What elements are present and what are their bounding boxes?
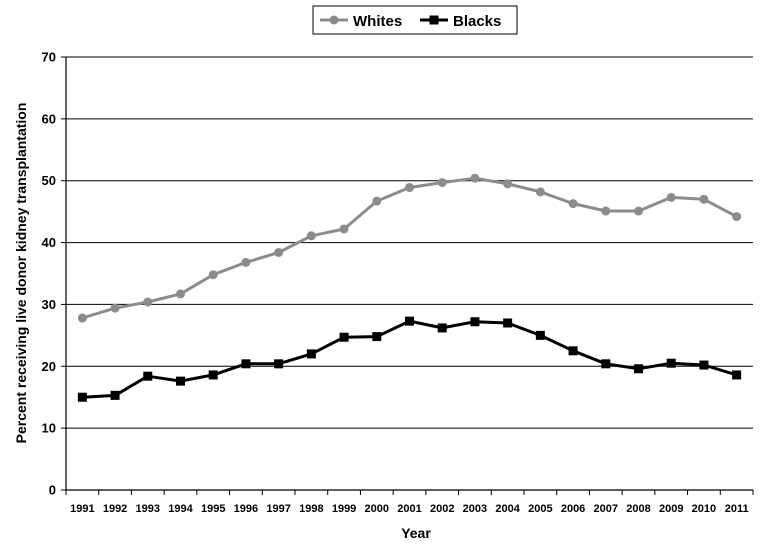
point-blacks-2008 (634, 364, 643, 374)
x-tick-label-2004: 2004 (495, 503, 520, 515)
x-tick-labels: 1991 1992 1993 1994 1995 1996 1997 1998 1999 2000… (70, 503, 748, 515)
point-whites-2004 (503, 179, 513, 189)
legend-whites-label: Whites (353, 13, 402, 30)
legend: Whites Blacks (312, 5, 518, 35)
y-tick-label-0: 0 (49, 483, 56, 498)
x-tick-label-2011: 2011 (725, 503, 749, 515)
point-whites-2007 (601, 206, 611, 216)
point-whites-1997 (274, 247, 284, 257)
point-whites-2000 (372, 196, 382, 206)
x-tick-label-1994: 1994 (168, 503, 193, 515)
point-blacks-2006 (568, 346, 578, 356)
point-whites-2011 (732, 212, 742, 222)
x-tick-label-1992: 1992 (103, 503, 127, 515)
x-tick-label-1995: 1995 (201, 503, 225, 515)
series-layer (77, 173, 742, 402)
point-whites-2006 (568, 199, 578, 209)
point-blacks-1998 (306, 349, 316, 359)
point-whites-2001 (405, 183, 414, 193)
y-tick-label-70: 70 (42, 50, 56, 65)
point-whites-2002 (437, 178, 447, 188)
point-blacks-1994 (176, 376, 185, 386)
x-tick-label-2003: 2003 (463, 503, 487, 515)
series-blacks-line (82, 319, 738, 399)
x-tick-label-2010: 2010 (692, 503, 716, 515)
point-blacks-2003 (470, 317, 480, 327)
y-tick-label-60: 60 (42, 111, 56, 126)
x-tick-label-1996: 1996 (234, 503, 258, 515)
point-whites-1999 (339, 224, 349, 234)
x-tick-label-2002: 2002 (430, 503, 454, 515)
point-whites-1995 (208, 270, 218, 280)
x-tick-label-2005: 2005 (528, 503, 552, 515)
legend-whites-marker (329, 15, 339, 25)
y-tick-label-40: 40 (42, 235, 56, 250)
x-tick-label-2001: 2001 (397, 503, 421, 515)
point-whites-1993 (143, 297, 153, 307)
x-tick-label-2000: 2000 (365, 503, 389, 515)
point-whites-2003 (470, 173, 480, 183)
axes (65, 57, 753, 491)
y-tick-label-30: 30 (42, 297, 56, 312)
point-blacks-1996 (241, 359, 251, 369)
y-tick-label-50: 50 (42, 173, 56, 188)
point-whites-1991 (77, 313, 87, 323)
point-whites-1994 (176, 289, 185, 299)
point-blacks-2005 (535, 330, 545, 340)
x-tick-label-2006: 2006 (561, 503, 585, 515)
point-blacks-2004 (503, 318, 513, 328)
x-tick-label-1993: 1993 (136, 503, 160, 515)
point-whites-2005 (535, 187, 545, 197)
point-blacks-1999 (339, 332, 349, 342)
point-whites-2010 (699, 194, 709, 204)
x-tick-label-1997: 1997 (266, 503, 290, 515)
point-whites-1996 (241, 257, 251, 267)
legend-blacks-marker (429, 15, 439, 25)
point-blacks-2002 (437, 323, 447, 333)
x-tick-label-1991: 1991 (70, 503, 94, 515)
point-blacks-2010 (699, 360, 709, 370)
y-tick-labels: 0 10 20 30 40 50 60 70 (42, 50, 56, 498)
point-whites-2008 (634, 206, 643, 216)
point-blacks-2011 (732, 370, 742, 380)
y-tick-label-20: 20 (42, 359, 56, 374)
x-tick-label-1999: 1999 (332, 503, 356, 515)
point-blacks-1991 (77, 392, 87, 402)
y-tick-label-10: 10 (42, 421, 56, 436)
point-blacks-2009 (666, 358, 676, 368)
point-whites-2009 (666, 192, 676, 202)
point-blacks-1995 (208, 370, 218, 380)
point-whites-1998 (306, 231, 316, 241)
x-tick-label-2007: 2007 (594, 503, 618, 515)
point-blacks-2001 (405, 316, 414, 326)
x-tick-label-1998: 1998 (299, 503, 323, 515)
x-axis-title: Year (401, 525, 431, 541)
point-blacks-2000 (372, 332, 382, 342)
point-blacks-1992 (110, 390, 120, 400)
grid-lines (61, 56, 754, 495)
x-tick-label-2008: 2008 (626, 503, 650, 515)
x-tick-label-2009: 2009 (659, 503, 683, 515)
legend-blacks-label: Blacks (453, 13, 501, 30)
point-blacks-2007 (601, 359, 611, 369)
point-blacks-1993 (143, 371, 153, 381)
point-blacks-1997 (274, 359, 284, 369)
point-whites-1992 (110, 303, 120, 313)
y-axis-title: Percent receiving live donor kidney tran… (13, 103, 29, 444)
